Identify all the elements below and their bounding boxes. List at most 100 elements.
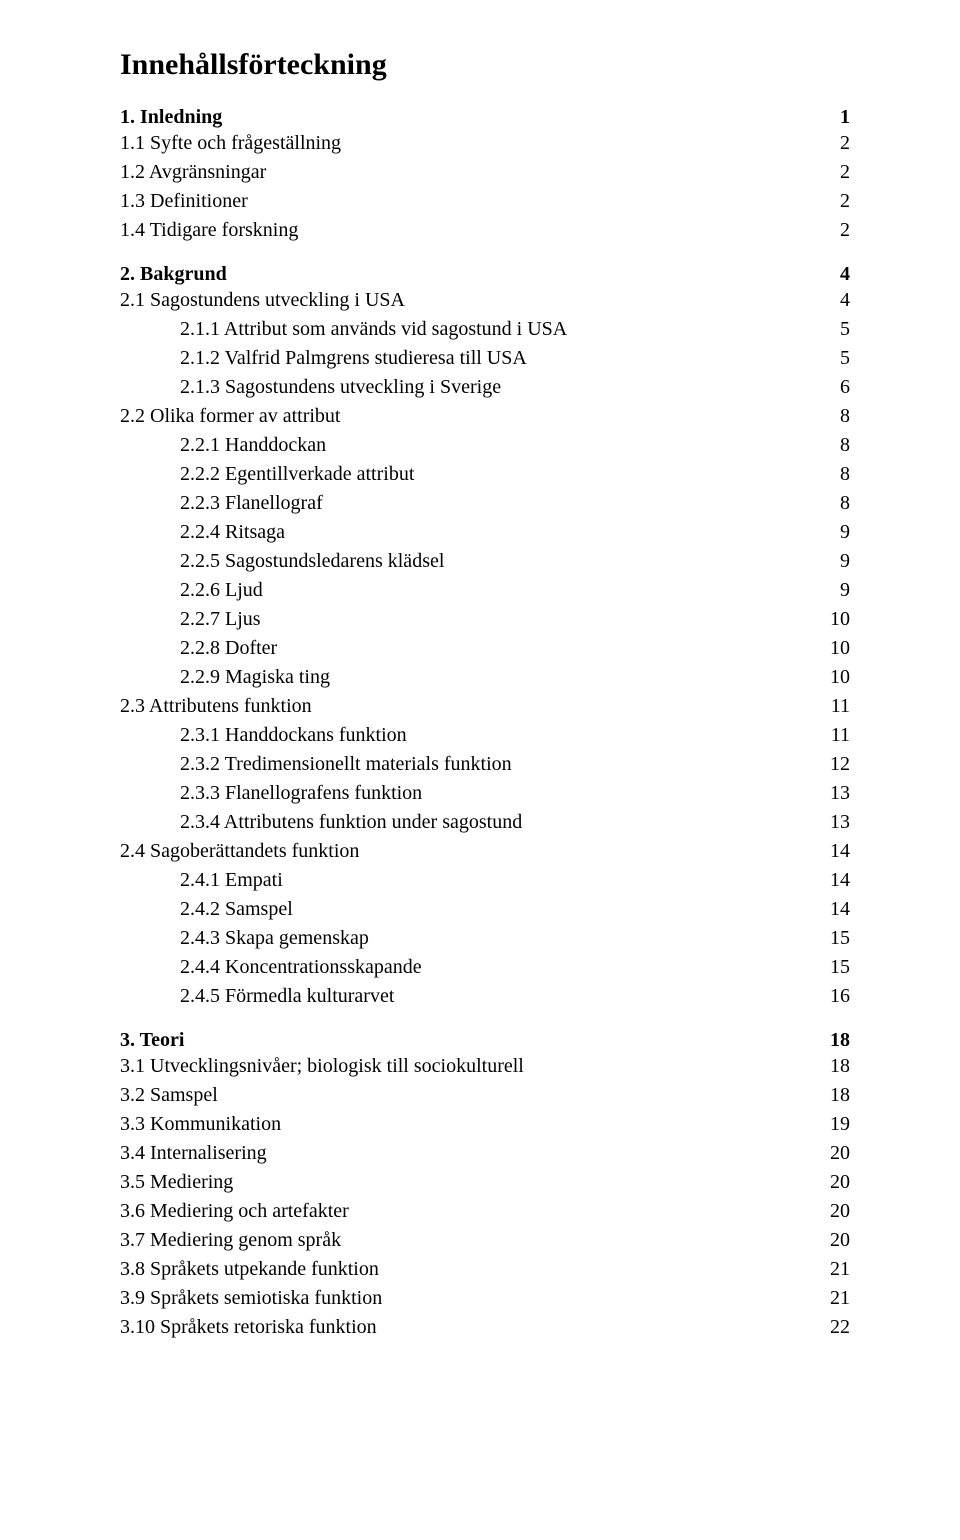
toc-row-label: 2.2.7 Ljus <box>180 605 261 634</box>
toc-row: 2.4 Sagoberättandets funktion14 <box>120 837 850 866</box>
toc-row: 3.8 Språkets utpekande funktion 21 <box>120 1255 850 1284</box>
toc-row: 2.4.1 Empati 14 <box>120 866 850 895</box>
toc-row-label: 2.1.1 Attribut som används vid sagostund… <box>180 315 567 344</box>
toc-row-page: 18 <box>818 1052 850 1081</box>
toc-row-label: 2.2.2 Egentillverkade attribut <box>180 460 414 489</box>
toc-row-label: 2.3.3 Flanellografens funktion <box>180 779 422 808</box>
toc-row: 3.1 Utvecklingsnivåer; biologisk till so… <box>120 1052 850 1081</box>
section-head-page: 4 <box>818 263 850 286</box>
toc-row-label: 3.8 Språkets utpekande funktion <box>120 1255 379 1284</box>
toc-row: 2.3.3 Flanellografens funktion 13 <box>120 779 850 808</box>
toc-row: 2.3.4 Attributens funktion under sagostu… <box>120 808 850 837</box>
toc-row-label: 3.6 Mediering och artefakter <box>120 1197 349 1226</box>
toc-row-label: 2.4.2 Samspel <box>180 895 293 924</box>
section-head: 1. Inledning 1 <box>120 106 850 129</box>
toc-row-page: 15 <box>818 953 850 982</box>
toc-row-page: 20 <box>818 1226 850 1255</box>
toc-row-label: 2.3.2 Tredimensionellt materials funktio… <box>180 750 512 779</box>
toc-row-label: 3.9 Språkets semiotiska funktion <box>120 1284 382 1313</box>
section-head-page: 18 <box>818 1029 850 1052</box>
toc-row-page: 14 <box>818 895 850 924</box>
toc-row: 3.7 Mediering genom språk 20 <box>120 1226 850 1255</box>
toc-row-page: 2 <box>818 129 850 158</box>
toc-row-label: 3.2 Samspel <box>120 1081 218 1110</box>
toc-row: 2.3.1 Handdockans funktion 11 <box>120 721 850 750</box>
toc-row: 2.4.3 Skapa gemenskap 15 <box>120 924 850 953</box>
toc-row: 3.2 Samspel18 <box>120 1081 850 1110</box>
toc-row-label: 2.2.8 Dofter <box>180 634 277 663</box>
section-head: 3. Teori 18 <box>120 1029 850 1052</box>
toc-row-page: 8 <box>818 489 850 518</box>
toc-row: 1.1 Syfte och frågeställning 2 <box>120 129 850 158</box>
toc-row-label: 2.4.1 Empati <box>180 866 283 895</box>
toc-row: 2.2.8 Dofter 10 <box>120 634 850 663</box>
toc-row-page: 5 <box>818 315 850 344</box>
toc-row-label: 2.2.4 Ritsaga <box>180 518 285 547</box>
toc-row-label: 2.2.5 Sagostundsledarens klädsel <box>180 547 444 576</box>
toc-row-label: 2.4 Sagoberättandets funktion <box>120 837 359 866</box>
toc-row-page: 9 <box>818 576 850 605</box>
toc-row: 3.6 Mediering och artefakter20 <box>120 1197 850 1226</box>
toc-row: 1.2 Avgränsningar 2 <box>120 158 850 187</box>
toc-row-label: 2.2.6 Ljud <box>180 576 263 605</box>
toc-row-page: 5 <box>818 344 850 373</box>
section-head: 2. Bakgrund4 <box>120 263 850 286</box>
toc-row: 1.3 Definitioner2 <box>120 187 850 216</box>
toc-row-page: 20 <box>818 1168 850 1197</box>
toc-row-label: 3.7 Mediering genom språk <box>120 1226 341 1255</box>
toc-row-page: 21 <box>818 1255 850 1284</box>
toc-row-label: 2.3.1 Handdockans funktion <box>180 721 407 750</box>
section-head-label: 1. Inledning <box>120 106 222 129</box>
toc-row-label: 2.3.4 Attributens funktion under sagostu… <box>180 808 522 837</box>
toc-row: 2.1.3 Sagostundens utveckling i Sverige6 <box>120 373 850 402</box>
toc-row-page: 12 <box>818 750 850 779</box>
toc-row-label: 3.3 Kommunikation <box>120 1110 281 1139</box>
toc-row: 3.4 Internalisering20 <box>120 1139 850 1168</box>
toc-row-label: 1.2 Avgränsningar <box>120 158 266 187</box>
toc-row-label: 2.1 Sagostundens utveckling i USA <box>120 286 405 315</box>
toc-row-label: 2.1.2 Valfrid Palmgrens studieresa till … <box>180 344 527 373</box>
toc-row-label: 3.4 Internalisering <box>120 1139 267 1168</box>
toc-row: 2.1.1 Attribut som används vid sagostund… <box>120 315 850 344</box>
toc-row: 2.4.4 Koncentrationsskapande 15 <box>120 953 850 982</box>
toc-row: 3.9 Språkets semiotiska funktion21 <box>120 1284 850 1313</box>
toc-row-page: 2 <box>818 158 850 187</box>
toc-row: 2.2.9 Magiska ting10 <box>120 663 850 692</box>
toc-row-page: 11 <box>818 721 850 750</box>
toc-row: 2.1 Sagostundens utveckling i USA4 <box>120 286 850 315</box>
toc-row: 3.10 Språkets retoriska funktion22 <box>120 1313 850 1342</box>
toc-row-page: 11 <box>818 692 850 721</box>
toc-row-label: 2.4.4 Koncentrationsskapande <box>180 953 422 982</box>
toc-title: Innehållsförteckning <box>120 48 850 82</box>
toc-row: 2.3.2 Tredimensionellt materials funktio… <box>120 750 850 779</box>
toc-row-page: 10 <box>818 605 850 634</box>
section-head-page: 1 <box>818 106 850 129</box>
toc-row-page: 2 <box>818 216 850 245</box>
toc-row: 2.4.5 Förmedla kulturarvet16 <box>120 982 850 1011</box>
toc-row-label: 2.2.3 Flanellograf <box>180 489 323 518</box>
toc-row-page: 15 <box>818 924 850 953</box>
toc-row: 2.3 Attributens funktion11 <box>120 692 850 721</box>
toc-row-label: 1.1 Syfte och frågeställning <box>120 129 341 158</box>
toc-row-page: 10 <box>818 634 850 663</box>
toc-row-label: 1.3 Definitioner <box>120 187 248 216</box>
toc-row: 2.2.6 Ljud 9 <box>120 576 850 605</box>
toc-row-label: 2.4.3 Skapa gemenskap <box>180 924 369 953</box>
toc-row-page: 9 <box>818 547 850 576</box>
toc-row: 2.1.2 Valfrid Palmgrens studieresa till … <box>120 344 850 373</box>
toc-row-label: 3.1 Utvecklingsnivåer; biologisk till so… <box>120 1052 524 1081</box>
toc-row-page: 16 <box>818 982 850 1011</box>
toc-row-label: 2.1.3 Sagostundens utveckling i Sverige <box>180 373 501 402</box>
toc-row-label: 3.10 Språkets retoriska funktion <box>120 1313 377 1342</box>
toc-row-label: 3.5 Mediering <box>120 1168 233 1197</box>
toc-row: 2.4.2 Samspel 14 <box>120 895 850 924</box>
toc-row: 3.3 Kommunikation 19 <box>120 1110 850 1139</box>
toc-row-label: 2.2 Olika former av attribut <box>120 402 341 431</box>
toc-row: 1.4 Tidigare forskning2 <box>120 216 850 245</box>
toc-row: 2.2.1 Handdockan8 <box>120 431 850 460</box>
toc-row-page: 19 <box>818 1110 850 1139</box>
toc-row-page: 13 <box>818 779 850 808</box>
section-head-label: 3. Teori <box>120 1029 184 1052</box>
toc-row-page: 8 <box>818 402 850 431</box>
toc-row-page: 14 <box>818 866 850 895</box>
